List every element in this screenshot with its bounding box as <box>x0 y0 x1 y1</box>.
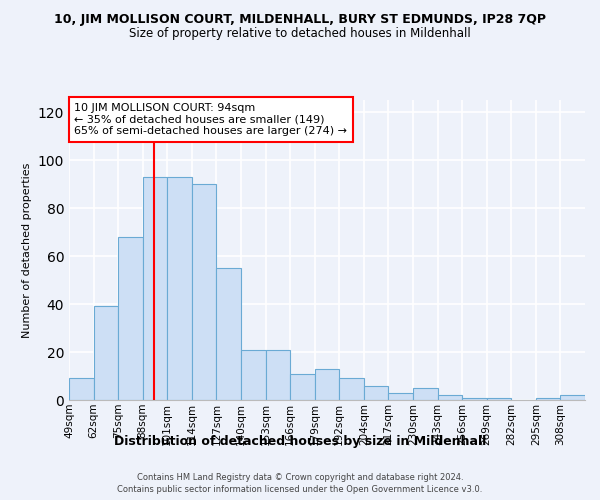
Bar <box>290 374 315 400</box>
Bar <box>217 268 241 400</box>
Bar <box>560 395 585 400</box>
Text: Distribution of detached houses by size in Mildenhall: Distribution of detached houses by size … <box>114 435 486 448</box>
Bar <box>69 378 94 400</box>
Bar <box>339 378 364 400</box>
Bar <box>388 393 413 400</box>
Bar <box>241 350 266 400</box>
Bar <box>315 369 339 400</box>
Text: 10 JIM MOLLISON COURT: 94sqm
← 35% of detached houses are smaller (149)
65% of s: 10 JIM MOLLISON COURT: 94sqm ← 35% of de… <box>74 103 347 136</box>
Bar <box>266 350 290 400</box>
Bar <box>462 398 487 400</box>
Bar <box>364 386 388 400</box>
Bar <box>167 177 192 400</box>
Bar <box>536 398 560 400</box>
Bar <box>94 306 118 400</box>
Bar <box>437 395 462 400</box>
Bar <box>143 177 167 400</box>
Bar <box>118 237 143 400</box>
Text: Size of property relative to detached houses in Mildenhall: Size of property relative to detached ho… <box>129 28 471 40</box>
Bar <box>413 388 437 400</box>
Text: Contains HM Land Registry data © Crown copyright and database right 2024.: Contains HM Land Registry data © Crown c… <box>137 472 463 482</box>
Text: Contains public sector information licensed under the Open Government Licence v3: Contains public sector information licen… <box>118 485 482 494</box>
Y-axis label: Number of detached properties: Number of detached properties <box>22 162 32 338</box>
Text: 10, JIM MOLLISON COURT, MILDENHALL, BURY ST EDMUNDS, IP28 7QP: 10, JIM MOLLISON COURT, MILDENHALL, BURY… <box>54 12 546 26</box>
Bar <box>487 398 511 400</box>
Bar <box>192 184 217 400</box>
